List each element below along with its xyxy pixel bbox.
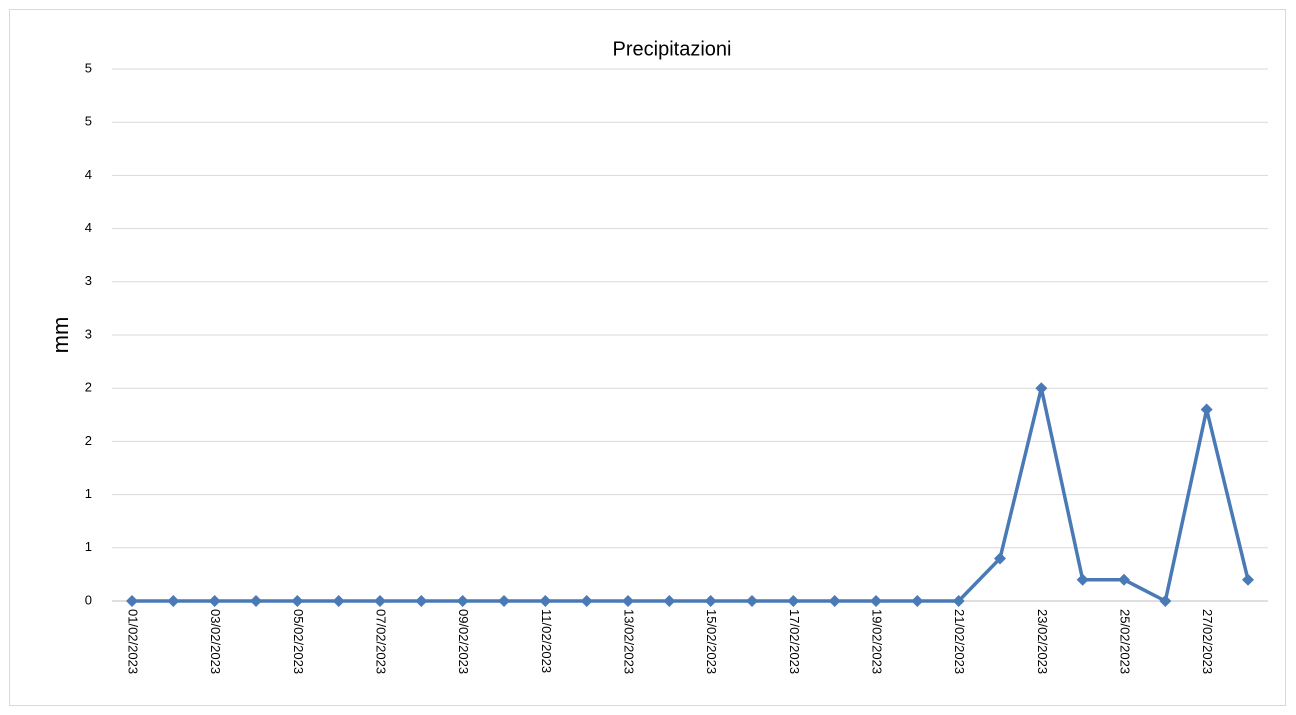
data-line <box>132 386 1250 603</box>
data-point <box>1118 573 1130 586</box>
data-point <box>787 595 800 607</box>
data-point <box>704 595 717 607</box>
data-point <box>1159 595 1172 607</box>
data-point <box>994 552 1006 565</box>
data-point <box>663 595 676 607</box>
data-point <box>415 595 428 607</box>
x-tick-label: 07/02/2023 <box>374 609 389 674</box>
x-tick-label: 09/02/2023 <box>456 609 471 674</box>
chart-border <box>9 9 1286 706</box>
data-point <box>580 595 593 607</box>
x-tick-label: 15/02/2023 <box>704 609 719 674</box>
x-tick-label: 11/02/2023 <box>539 609 554 673</box>
data-point <box>1242 573 1254 586</box>
y-tick-label: 5 <box>85 114 92 129</box>
data-point <box>332 595 345 607</box>
data-point <box>911 595 924 607</box>
y-tick-label: 2 <box>85 433 92 448</box>
data-point <box>539 595 552 607</box>
data-point <box>250 595 262 607</box>
data-point <box>374 595 386 607</box>
data-point <box>1035 382 1048 395</box>
data-point <box>952 595 965 607</box>
y-tick-label: 3 <box>85 273 92 288</box>
x-tick-label: 21/02/2023 <box>952 609 967 674</box>
y-tick-label: 1 <box>85 486 92 501</box>
data-point <box>208 595 221 607</box>
x-tick-label: 03/02/2023 <box>208 609 223 674</box>
y-tick-label: 3 <box>85 326 92 341</box>
x-tick-label: 17/02/2023 <box>787 609 802 674</box>
x-tick-label: 19/02/2023 <box>870 609 885 674</box>
data-point <box>622 595 634 607</box>
x-tick-label: 23/02/2023 <box>1035 609 1050 674</box>
data-point <box>456 595 469 607</box>
chart-title: Precipitazioni <box>613 38 732 60</box>
y-axis-label: mm <box>48 317 73 354</box>
data-point <box>870 595 882 607</box>
y-tick-label: 1 <box>85 539 92 554</box>
x-tick-label: 01/02/2023 <box>126 609 141 674</box>
data-point <box>1200 403 1213 416</box>
data-point <box>746 595 758 607</box>
data-point <box>291 595 304 607</box>
x-tick-label: 13/02/2023 <box>622 609 637 674</box>
x-tick-label: 25/02/2023 <box>1118 609 1133 674</box>
data-point <box>167 595 180 607</box>
x-tick-label: 27/02/2023 <box>1200 609 1215 674</box>
y-tick-label: 0 <box>85 592 92 607</box>
y-tick-label: 5 <box>85 60 92 75</box>
y-tick-label: 4 <box>85 167 92 182</box>
data-point <box>828 595 841 607</box>
x-tick-label: 05/02/2023 <box>291 609 306 674</box>
data-point <box>1076 573 1089 586</box>
y-tick-label: 2 <box>85 380 92 395</box>
data-point <box>126 595 138 607</box>
data-point <box>498 595 510 607</box>
y-tick-label: 4 <box>85 220 92 235</box>
